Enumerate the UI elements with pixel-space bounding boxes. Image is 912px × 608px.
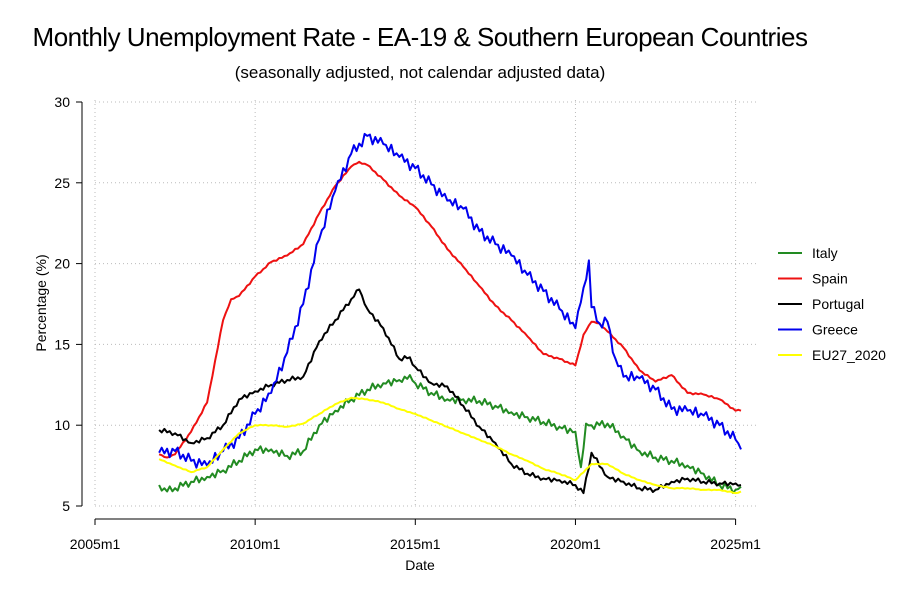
legend-label: Spain: [812, 271, 848, 287]
series-line-italy: [158, 374, 742, 494]
chart-subtitle: (seasonally adjusted, not calendar adjus…: [234, 63, 606, 82]
y-tick-label: 5: [62, 498, 70, 514]
series-line-eu27-2020: [158, 396, 742, 495]
legend-label: EU27_2020: [812, 347, 886, 363]
x-tick-label: 2005m1: [70, 536, 121, 552]
axes-layer: 5 10 15 20 25 30 2005m1 2010m1 2015m1 2020m1 2025m…: [54, 94, 761, 552]
y-tick-label: 25: [54, 175, 70, 191]
y-tick-label: 20: [54, 256, 70, 272]
y-tick-label: 10: [54, 417, 70, 433]
legend-label: Portugal: [812, 296, 864, 312]
series-line-spain: [158, 160, 742, 459]
legend-label: Greece: [812, 322, 858, 338]
grid-layer: [94, 100, 757, 507]
y-tick-label: 30: [54, 94, 70, 110]
x-tick-label: 2025m1: [710, 536, 761, 552]
x-axis-label: Date: [405, 557, 435, 573]
x-tick-label: 2015m1: [390, 536, 441, 552]
x-tick-label: 2020m1: [550, 536, 601, 552]
y-axis-label: Percentage (%): [33, 254, 49, 351]
series-layer: [158, 132, 742, 495]
legend-label: Italy: [812, 245, 838, 261]
x-tick-label: 2010m1: [230, 536, 281, 552]
y-tick-label: 15: [54, 336, 70, 352]
chart-title: Monthly Unemployment Rate - EA-19 & Sout…: [32, 22, 808, 52]
series-line-greece: [158, 132, 742, 469]
legend: Italy Spain Portugal Greece EU27_2020: [778, 245, 886, 363]
series-line-portugal: [158, 288, 742, 495]
